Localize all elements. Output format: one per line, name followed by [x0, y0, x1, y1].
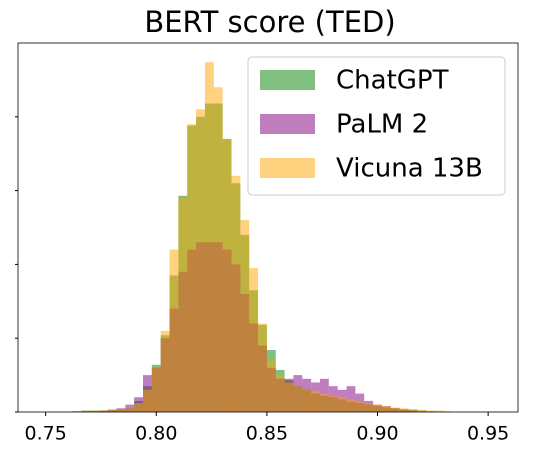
bar [160, 330, 170, 412]
x-tick-label: 0.85 [246, 423, 288, 445]
chart-title: BERT score (TED) [144, 5, 395, 39]
bar [381, 406, 391, 412]
x-tick-label: 0.95 [467, 423, 509, 445]
bar [293, 386, 303, 412]
bar [355, 401, 365, 412]
x-tick-label: 0.75 [24, 423, 66, 445]
legend-swatch [260, 114, 315, 134]
legend-swatch [260, 158, 315, 178]
bar [134, 403, 143, 412]
x-tick-label: 0.90 [356, 423, 398, 445]
bar [196, 109, 205, 413]
bar [240, 220, 250, 412]
bar [178, 197, 188, 412]
legend-label: Vicuna 13B [336, 154, 483, 184]
bar [408, 409, 418, 412]
bar [266, 360, 276, 412]
legend-swatch [260, 70, 315, 90]
bar [204, 62, 214, 413]
bar [169, 249, 179, 412]
bar [328, 395, 338, 412]
legend-label: ChatGPT [336, 66, 449, 96]
bar [116, 409, 126, 412]
bar [89, 410, 99, 412]
bar [284, 382, 294, 412]
bar [143, 389, 152, 412]
bar [373, 404, 382, 412]
bar [275, 375, 285, 412]
legend-label: PaLM 2 [336, 110, 428, 140]
bar [337, 397, 347, 412]
bar [98, 410, 108, 412]
bar [364, 403, 374, 412]
bar [346, 399, 356, 412]
bar [417, 409, 427, 412]
bar [151, 367, 161, 412]
bar [249, 268, 259, 412]
bar [125, 408, 135, 412]
plot-frame [17, 42, 519, 413]
bar [107, 409, 117, 412]
bar [231, 175, 241, 412]
bar [319, 393, 329, 412]
bar [426, 410, 436, 412]
bar [346, 386, 356, 412]
bar [187, 124, 197, 413]
x-tick-label: 0.80 [135, 423, 177, 445]
bar [222, 138, 232, 412]
bar [311, 391, 320, 412]
bar [213, 87, 223, 412]
bar [258, 323, 267, 412]
bar [390, 407, 400, 412]
bar [302, 389, 312, 412]
bar [399, 408, 409, 412]
bar [435, 410, 444, 412]
